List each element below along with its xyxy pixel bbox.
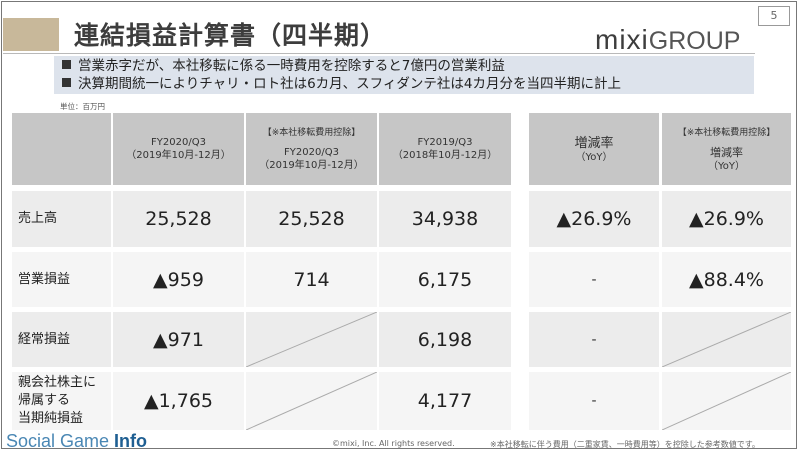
header-yoy-title: 増減率 — [574, 135, 614, 151]
cell-value: ▲26.9% — [529, 191, 659, 247]
cell-value: 4,177 — [379, 372, 511, 430]
cell-value: - — [529, 252, 659, 307]
watermark-text-b: Info — [114, 431, 148, 451]
footnote: ※本社移転に伴う費用（二重家賃、一時費用等）を控除した参考数値です。 — [490, 440, 760, 449]
cell-value: ▲959 — [113, 252, 244, 307]
copyright: ©mixi, Inc. All rights reserved. — [332, 439, 455, 448]
cell-value: ▲26.9% — [662, 191, 791, 247]
header-yoy: 増減率 （YoY） — [529, 113, 659, 185]
row-label-operating-income: 営業損益 — [12, 252, 111, 307]
cell-value: ▲1,765 — [113, 372, 244, 430]
page-number: 5 — [758, 6, 790, 26]
cell-not-applicable — [246, 312, 377, 367]
header-blank — [12, 113, 111, 185]
unit-label: 単位：百万円 — [60, 102, 105, 111]
header-yoy-sub: （YoY） — [575, 151, 613, 163]
note-item: 決算期間統一によりチャリ・ロト社は6カ月、スフィダンテ社は4カ月分を当四半期に計… — [54, 75, 754, 93]
cell-not-applicable — [662, 312, 791, 367]
row-label-net-income: 親会社株主に 帰属する 当期純損益 — [12, 372, 111, 430]
header-fy2020-q3-adjusted: 【※本社移転費用控除】 FY2020/Q3 （2019年10月-12月） — [246, 113, 377, 185]
cell-value: 6,198 — [379, 312, 511, 367]
cell-value: ▲971 — [113, 312, 244, 367]
square-bullet-icon — [62, 78, 71, 87]
header-range: （2019年10月-12月） — [126, 150, 231, 161]
cell-value: 25,528 — [246, 191, 377, 247]
header-range: （2019年10月-12月） — [259, 160, 364, 171]
header-fy2020-q3: FY2020/Q3 （2019年10月-12月） — [113, 113, 244, 185]
header-period: FY2020/Q3 — [284, 147, 339, 158]
notes-box: 営業赤字だが、本社移転に係る一時費用を控除すると7億円の営業利益 決算期間統一に… — [54, 56, 754, 94]
cell-value: 6,175 — [379, 252, 511, 307]
diagonal-slash-icon — [246, 312, 377, 367]
diagonal-slash-icon — [662, 372, 791, 430]
diagonal-slash-icon — [662, 312, 791, 367]
cell-not-applicable — [246, 372, 377, 430]
watermark-text-a: Social Game — [6, 431, 115, 451]
cell-value: 34,938 — [379, 191, 511, 247]
logo-suffix: GROUP — [648, 27, 741, 55]
cell-value: ▲88.4% — [662, 252, 791, 307]
note-text: 決算期間統一によりチャリ・ロト社は6カ月、スフィダンテ社は4カ月分を当四半期に計… — [78, 76, 622, 92]
header-fy2019-q3: FY2019/Q3 （2018年10月-12月） — [379, 113, 511, 185]
note-text: 営業赤字だが、本社移転に係る一時費用を控除すると7億円の営業利益 — [78, 58, 505, 74]
square-bullet-icon — [62, 60, 71, 69]
title-divider — [3, 53, 755, 54]
cell-value: 714 — [246, 252, 377, 307]
header-period: FY2020/Q3 — [151, 137, 206, 148]
diagonal-slash-icon — [246, 372, 377, 430]
cell-value: - — [529, 312, 659, 367]
title-accent-bar — [3, 18, 59, 51]
row-label-net-sales: 売上高 — [12, 191, 111, 247]
logo-brand: mixi — [595, 24, 649, 55]
header-period: FY2019/Q3 — [417, 137, 473, 148]
header-adjusted-tag: 【※本社移転費用控除】 — [262, 128, 361, 138]
header-yoy-title: 増減率 — [710, 145, 743, 159]
row-label-ordinary-income: 経常損益 — [12, 312, 111, 367]
cell-not-applicable — [662, 372, 791, 430]
header-yoy-sub: （YoY） — [707, 160, 745, 172]
page-title: 連結損益計算書（四半期） — [74, 21, 387, 50]
mixi-group-logo: mixiGROUP — [595, 24, 740, 56]
header-adjusted-tag: 【※本社移転費用控除】 — [677, 127, 776, 138]
header-range: （2018年10月-12月） — [392, 150, 498, 161]
cell-value: - — [529, 372, 659, 430]
social-game-info-watermark: Social Game Info — [6, 431, 147, 452]
note-item: 営業赤字だが、本社移転に係る一時費用を控除すると7億円の営業利益 — [54, 57, 754, 75]
cell-value: 25,528 — [113, 191, 244, 247]
header-yoy-adjusted: 【※本社移転費用控除】 増減率 （YoY） — [662, 113, 791, 185]
